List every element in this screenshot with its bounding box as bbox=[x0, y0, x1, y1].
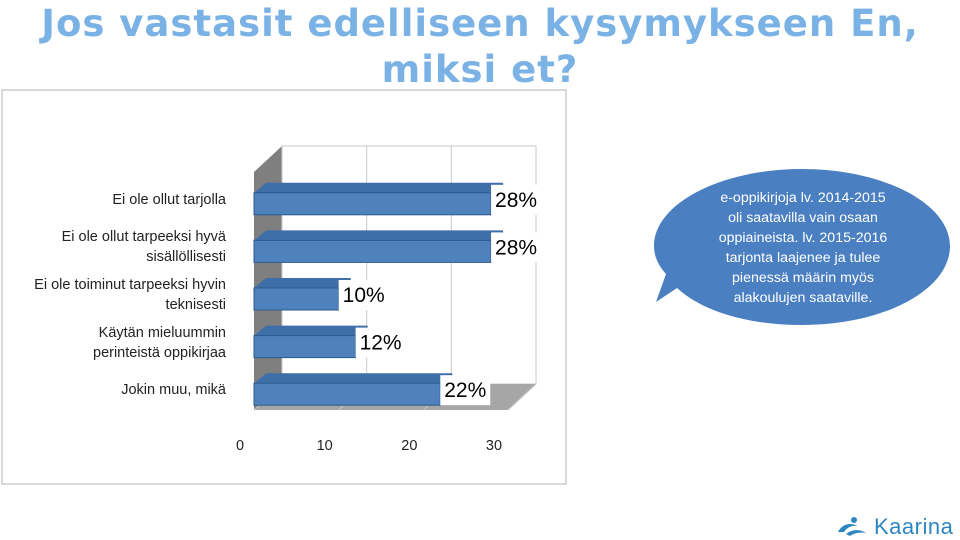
data-label-bg bbox=[491, 232, 542, 263]
callout-bubble bbox=[654, 169, 950, 325]
callout-shape bbox=[654, 169, 950, 325]
callout-text: e-oppikirjoja lv. 2014-2015 oli saatavill… bbox=[690, 188, 916, 308]
bar: 28% bbox=[253, 182, 542, 216]
bar-front bbox=[253, 335, 357, 359]
data-label: 12% bbox=[360, 332, 402, 355]
bar: 28% bbox=[253, 230, 542, 263]
callout-text-line: alakoulujen saataville. bbox=[733, 290, 873, 306]
bar-front bbox=[253, 192, 492, 216]
slide-title-line-2: miksi et? bbox=[381, 48, 579, 91]
category-label-line: Ei ole ollut tarjolla bbox=[112, 191, 226, 208]
bar: 22% bbox=[253, 373, 491, 406]
bar: 10% bbox=[253, 278, 389, 311]
category-label-line: Käytän mieluummin bbox=[98, 324, 226, 341]
category-label: Käytän mieluummin perinteistä oppikirjaa bbox=[6, 323, 226, 363]
category-label-line: teknisesti bbox=[165, 297, 226, 313]
bar-front bbox=[253, 287, 340, 311]
bar-top bbox=[254, 373, 453, 384]
chart-x-ticks: 0 10 20 30 bbox=[236, 438, 502, 454]
category-label-line: sisällöllisesti bbox=[146, 249, 226, 266]
callout-text-line: tarjonta laajenee ja tulee bbox=[725, 250, 881, 266]
callout-text-line: oli saatavilla vain osaan bbox=[728, 210, 878, 226]
bar-top bbox=[254, 182, 504, 193]
x-tick-label: 10 bbox=[317, 438, 333, 454]
data-label: 28% bbox=[495, 189, 537, 212]
category-label: Ei ole toiminut tarpeeksi hyvin teknisest… bbox=[6, 275, 226, 315]
bar-top bbox=[254, 278, 351, 288]
kaarina-logo bbox=[838, 517, 866, 536]
data-label: 22% bbox=[444, 379, 486, 402]
slide-title-line-1: Jos vastasit edelliseen kysymykseen En, bbox=[41, 2, 919, 45]
category-label-line: Ei ole toiminut tarpeeksi hyvin bbox=[34, 277, 226, 293]
callout-text-line: e-oppikirjoja lv. 2014-2015 bbox=[720, 190, 886, 206]
category-label-line: Ei ole ollut tarpeeksi hyvä bbox=[61, 229, 226, 246]
data-label-bg bbox=[338, 280, 389, 310]
category-label: Jokin muu, mikä bbox=[6, 380, 226, 400]
category-label: Ei ole ollut tarjolla bbox=[6, 190, 226, 210]
gridline-floor bbox=[507, 383, 537, 411]
data-label: 10% bbox=[343, 284, 385, 307]
callout-text-line: oppiaineista. lv. 2015-2016 bbox=[718, 230, 888, 246]
data-label-bg bbox=[491, 184, 542, 215]
bar-top bbox=[254, 230, 504, 241]
callout-text-line: pienessä määrin myös bbox=[732, 270, 874, 286]
bar-front bbox=[253, 239, 492, 263]
bar: 12% bbox=[253, 325, 406, 359]
chart-bars: 28% 28% 10% 12% 22% bbox=[253, 182, 542, 406]
data-label-bg bbox=[355, 327, 406, 358]
x-tick-label: 30 bbox=[486, 438, 502, 454]
bar-top bbox=[254, 325, 368, 336]
category-label-line: Jokin muu, mikä bbox=[121, 382, 226, 399]
category-label-line: perinteistä oppikirjaa bbox=[93, 344, 226, 361]
x-tick-label: 20 bbox=[401, 438, 417, 454]
data-label-bg bbox=[440, 375, 491, 406]
logo-wave-icon bbox=[838, 524, 858, 532]
category-label: Ei ole ollut tarpeeksi hyvä sisällöllises… bbox=[6, 227, 226, 267]
bar-front bbox=[253, 382, 441, 406]
x-tick-label: 0 bbox=[236, 438, 244, 454]
data-label: 28% bbox=[495, 236, 537, 259]
logo-text: Kaarina bbox=[874, 514, 954, 539]
